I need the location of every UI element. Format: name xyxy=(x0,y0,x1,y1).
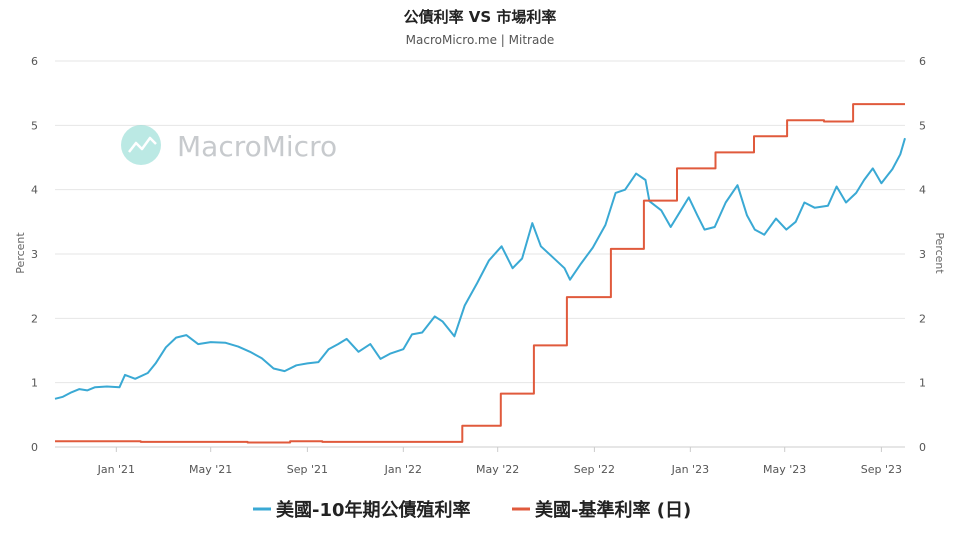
y-tick-label-right-4: 4 xyxy=(919,184,926,197)
y-tick-label-left-5: 5 xyxy=(31,119,38,132)
y-tick-label-right-0: 0 xyxy=(919,441,926,454)
watermark: MacroMicro xyxy=(121,125,337,165)
legend-item-fed-rate[interactable]: 美國-基準利率 (日) xyxy=(512,499,691,521)
watermark-logo-circle xyxy=(121,125,161,165)
chart-title: 公債利率 VS 市場利率 xyxy=(404,8,557,26)
y-tick-label-left-0: 0 xyxy=(31,441,38,454)
x-tick-label: May '21 xyxy=(189,463,232,476)
x-tick-label: Sep '21 xyxy=(287,463,328,476)
y-tick-label-left-2: 2 xyxy=(31,312,38,325)
series xyxy=(54,103,906,444)
x-tick-label: May '23 xyxy=(763,463,806,476)
legend-label-fed-rate: 美國-基準利率 (日) xyxy=(535,499,691,521)
y-tick-label-right-2: 2 xyxy=(919,312,926,325)
y-axis-title-right: Percent xyxy=(933,232,946,274)
series-line-1 xyxy=(55,103,905,444)
chart-subtitle: MacroMicro.me | Mitrade xyxy=(406,33,555,47)
watermark-text: MacroMicro xyxy=(177,130,337,163)
x-tick-label: Jan '21 xyxy=(97,463,135,476)
y-tick-label-right-1: 1 xyxy=(919,377,926,390)
y-axis-title-left: Percent xyxy=(14,232,27,274)
gridlines xyxy=(55,60,905,384)
line-chart-icon xyxy=(128,136,157,153)
legend-label-10y: 美國-10年期公債殖利率 xyxy=(276,499,471,521)
legend-item-10y[interactable]: 美國-10年期公債殖利率 xyxy=(253,499,471,521)
y-tick-label-left-4: 4 xyxy=(31,184,38,197)
legend: 美國-10年期公債殖利率 美國-基準利率 (日) xyxy=(253,499,691,521)
y-tick-label-left-3: 3 xyxy=(31,248,38,261)
x-tick-label: Sep '23 xyxy=(861,463,902,476)
y-tick-label-right-5: 5 xyxy=(919,119,926,132)
axes: 0 0 1 1 2 2 3 3 4 4 5 5 6 6 Jan '21 May '21 Sep '21 Jan '… xyxy=(31,55,926,476)
y-tick-label-left-6: 6 xyxy=(31,55,38,68)
y-tick-label-right-6: 6 xyxy=(919,55,926,68)
y-tick-label-left-1: 1 xyxy=(31,377,38,390)
x-tick-label: Jan '22 xyxy=(384,463,422,476)
series-line-0 xyxy=(54,137,906,400)
x-tick-label: Sep '22 xyxy=(574,463,615,476)
x-tick-label: May '22 xyxy=(476,463,519,476)
y-tick-label-right-3: 3 xyxy=(919,248,926,261)
x-tick-label: Jan '23 xyxy=(671,463,709,476)
